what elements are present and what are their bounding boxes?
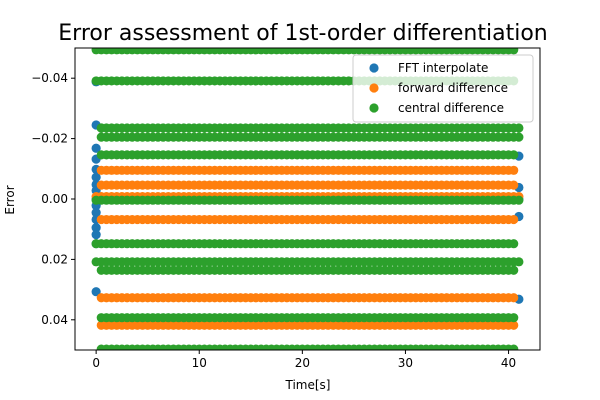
chart-title: Error assessment of 1st-order differenti…: [58, 21, 547, 46]
scatter-point: [509, 165, 519, 175]
scatter-point: [509, 293, 519, 303]
scatter-point: [514, 257, 524, 267]
legend-marker: [369, 63, 379, 73]
scatter-point: [509, 313, 519, 323]
legend: FFT interpolate forward difference central…: [352, 54, 534, 123]
scatter-point: [91, 76, 101, 86]
scatter-point: [91, 223, 101, 233]
series-forward-difference: [91, 165, 524, 330]
legend-label: central difference: [398, 101, 504, 115]
y-axis-label: Error: [3, 185, 17, 214]
scatter-point: [509, 239, 519, 249]
legend-label: forward difference: [398, 81, 508, 95]
scatter-point: [514, 195, 524, 205]
scatter-point: [91, 287, 101, 297]
scatter-point: [509, 320, 519, 330]
scatter-point: [91, 143, 101, 153]
x-tick-label: 0: [92, 356, 100, 370]
x-axis-label: Time[s]: [285, 378, 331, 392]
scatter-point: [514, 132, 524, 142]
scatter-point: [509, 180, 519, 190]
y-tick-label: −0.04: [31, 71, 68, 85]
scatter-point: [509, 265, 519, 275]
scatter-point: [509, 214, 519, 225]
y-tick-label: 0.00: [41, 192, 68, 206]
scatter-point: [91, 48, 101, 55]
legend-marker: [369, 83, 379, 93]
axes: 0 10 20 30 40 −0.04 −0.02 0.00 0.02 0.04: [31, 47, 541, 370]
legend-marker: [369, 103, 379, 113]
legend-label: FFT interpolate: [398, 61, 488, 75]
x-tick-label: 10: [192, 356, 207, 370]
scatter-point: [91, 207, 101, 218]
scatter-point: [96, 123, 106, 133]
scatter-point: [509, 48, 519, 55]
x-tick-label: 20: [295, 356, 310, 370]
scatter-point: [91, 230, 101, 240]
y-tick-label: 0.02: [41, 252, 68, 266]
x-tick-label: 30: [398, 356, 413, 370]
x-tick-label: 40: [501, 356, 516, 370]
y-tick-label: −0.02: [31, 132, 68, 146]
y-tick-label: 0.04: [41, 313, 68, 327]
legend-box: [352, 54, 534, 123]
scatter-point: [91, 257, 101, 267]
scatter-point: [514, 123, 524, 133]
scatter-point: [91, 239, 101, 249]
scatter-point: [91, 172, 101, 182]
scatter-point: [509, 150, 519, 160]
scatter-point: [509, 344, 519, 350]
